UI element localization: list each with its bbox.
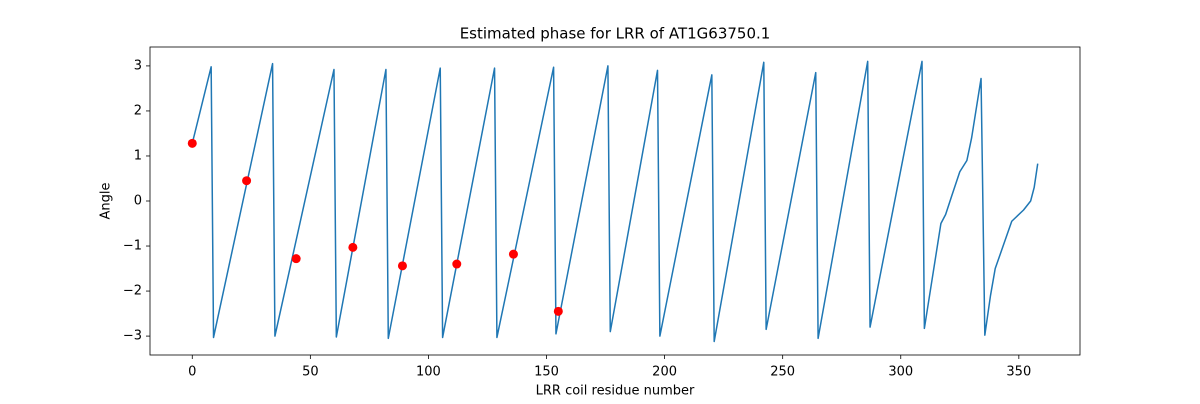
x-tick-label: 300: [888, 365, 913, 380]
y-tick-label: 2: [134, 103, 142, 118]
chart-title: Estimated phase for LRR of AT1G63750.1: [460, 25, 771, 43]
data-line: [191, 60, 1039, 343]
x-tick-label: 0: [188, 365, 196, 380]
x-tick-label: 200: [652, 365, 677, 380]
y-axis-label: Angle: [99, 183, 114, 220]
y-tick-label: 3: [134, 58, 142, 73]
x-axis-label: LRR coil residue number: [536, 384, 695, 399]
x-tick-label: 100: [416, 365, 441, 380]
data-point: [553, 306, 563, 316]
x-tick-label: 150: [534, 365, 559, 380]
data-point: [242, 176, 252, 186]
y-tick-label: −1: [123, 239, 142, 254]
data-point: [508, 249, 518, 259]
y-tick-label: 0: [134, 194, 142, 209]
x-tick-label: 350: [1006, 365, 1031, 380]
data-point: [348, 242, 358, 252]
y-tick-label: −3: [123, 329, 142, 344]
y-tick-label: 1: [134, 148, 142, 163]
x-tick-label: 50: [302, 365, 319, 380]
y-tick-label: −2: [123, 284, 142, 299]
data-point: [291, 254, 301, 264]
data-point: [397, 261, 407, 271]
data-point: [452, 259, 462, 269]
plot-frame: [149, 46, 1081, 356]
data-point: [187, 138, 197, 148]
x-tick-label: 250: [770, 365, 795, 380]
